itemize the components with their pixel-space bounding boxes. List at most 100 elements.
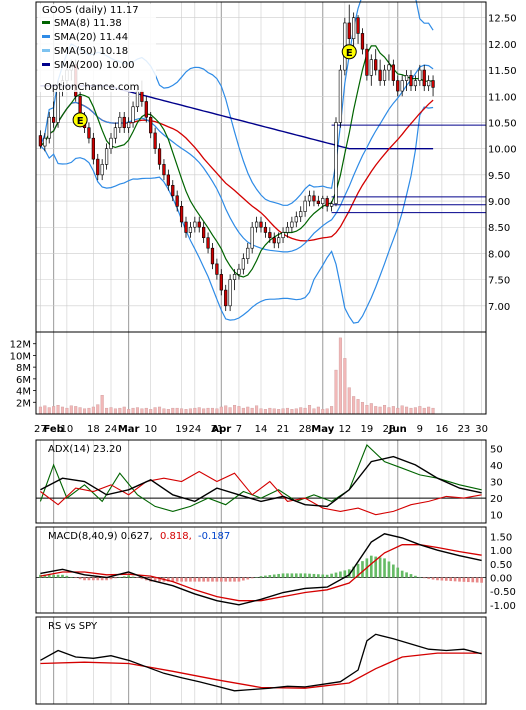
volume-bar bbox=[334, 369, 338, 415]
candle-body bbox=[47, 116, 51, 139]
candle-body bbox=[427, 80, 431, 87]
candle-body bbox=[246, 247, 250, 259]
rs-panel-frame bbox=[35, 616, 487, 705]
volume-bar bbox=[153, 407, 157, 415]
macd-histogram-bar bbox=[462, 577, 466, 582]
macd-histogram-bar bbox=[268, 575, 272, 578]
candle-body bbox=[206, 237, 210, 249]
x-axis-tick-label: 9 bbox=[417, 424, 423, 435]
volume-axis-tick-label: 12M bbox=[10, 340, 31, 351]
candle-body bbox=[294, 216, 298, 223]
macd-histogram-bar bbox=[431, 577, 435, 580]
adx-axis-tick-label: 30 bbox=[490, 478, 503, 489]
macd-histogram-bar bbox=[396, 567, 400, 578]
macd-axis-tick-label: -1.00 bbox=[490, 601, 516, 612]
macd-panel-frame bbox=[35, 526, 487, 614]
x-axis-tick-label: 16 bbox=[436, 424, 449, 435]
candle-body bbox=[431, 80, 435, 88]
candle-body bbox=[409, 75, 413, 87]
volume-bar bbox=[360, 402, 364, 415]
candle-body bbox=[109, 137, 113, 149]
volume-axis-tick-label: 4M bbox=[16, 387, 31, 398]
macd-histogram-bar bbox=[317, 574, 320, 578]
candle-body bbox=[91, 137, 95, 160]
price-axis-tick-label: 12.00 bbox=[488, 40, 517, 51]
macd-histogram-bar bbox=[206, 577, 210, 582]
macd-histogram-bar bbox=[286, 573, 289, 578]
macd-histogram-bar bbox=[52, 574, 55, 578]
rs-ma-line bbox=[40, 652, 482, 689]
volume-bar bbox=[259, 408, 263, 415]
volume-bar bbox=[228, 407, 232, 415]
macd-histogram-bar bbox=[246, 577, 250, 580]
candle-body bbox=[241, 258, 245, 270]
macd-histogram-bar bbox=[228, 577, 232, 582]
macd-histogram-bar bbox=[475, 577, 479, 583]
macd-histogram-bar bbox=[118, 577, 122, 578]
x-axis-tick-label: 14 bbox=[255, 424, 268, 435]
candle-body bbox=[285, 226, 290, 233]
candle-body bbox=[387, 64, 391, 71]
x-axis-tick-label: Jun bbox=[388, 424, 407, 435]
macd-axis-tick-label: -0.50 bbox=[490, 587, 516, 598]
candle-body bbox=[413, 80, 418, 87]
price-axis-tick-label: 7.50 bbox=[488, 276, 510, 287]
x-axis-tick-label: 28 bbox=[383, 424, 396, 435]
volume-bar bbox=[122, 406, 126, 415]
candle-body bbox=[224, 289, 228, 307]
macd-axis-tick-label: 1.50 bbox=[490, 533, 512, 544]
x-axis-tick-label: 28 bbox=[299, 424, 312, 435]
macd-histogram-bar bbox=[114, 577, 117, 579]
volume-bar bbox=[299, 407, 303, 415]
candle-body bbox=[259, 221, 263, 228]
price-axis-tick-label: 8.00 bbox=[488, 249, 510, 260]
earnings-badge bbox=[72, 112, 88, 128]
macd-histogram-bar bbox=[294, 573, 298, 578]
volume-bar bbox=[43, 405, 47, 415]
bollinger-lower-line bbox=[39, 106, 434, 324]
volume-bar bbox=[255, 405, 259, 415]
macd-histogram-bar bbox=[422, 577, 426, 579]
adx-axis-tick-label: 10 bbox=[490, 511, 503, 522]
macd-histogram-bar bbox=[65, 575, 69, 578]
volume-bar bbox=[78, 407, 82, 415]
volume-bar bbox=[246, 406, 250, 415]
volume-bar bbox=[387, 407, 391, 415]
volume-bar bbox=[250, 407, 254, 415]
price-axis-tick-label: 9.00 bbox=[488, 197, 510, 208]
candle-body bbox=[263, 226, 268, 233]
macd-label: MACD(8,40,9) 0.627, bbox=[48, 531, 153, 542]
candle-body bbox=[184, 221, 188, 233]
macd-histogram-bar bbox=[444, 577, 448, 581]
candle-body bbox=[254, 221, 259, 228]
volume-bar bbox=[140, 408, 144, 415]
x-axis-tick-label: 10 bbox=[61, 424, 74, 435]
x-axis-tick-label: 19 bbox=[175, 424, 188, 435]
volume-bar bbox=[135, 407, 139, 415]
candle-body bbox=[193, 221, 197, 228]
volume-bar bbox=[180, 408, 184, 415]
volume-bar bbox=[391, 406, 395, 415]
macd-histogram-bar bbox=[96, 577, 100, 581]
macd-histogram-bar bbox=[272, 574, 276, 578]
volume-bar bbox=[263, 409, 267, 415]
macd-histogram-bar bbox=[343, 570, 347, 578]
sma20-line bbox=[40, 64, 434, 253]
candle-body bbox=[307, 195, 312, 202]
volume-bar bbox=[316, 406, 320, 415]
candle-body bbox=[418, 69, 422, 81]
volume-bar bbox=[347, 387, 351, 415]
candle-body bbox=[360, 33, 365, 50]
macd-axis-tick-label: 0.00 bbox=[490, 574, 512, 585]
legend-entry: SMA(8) 11.38 bbox=[54, 18, 122, 29]
volume-bar bbox=[383, 405, 387, 415]
price-axis-tick-label: 12.50 bbox=[488, 14, 517, 25]
volume-panel-frame bbox=[35, 331, 487, 415]
x-axis-tick-label: May bbox=[311, 424, 334, 435]
candle-body bbox=[219, 274, 223, 291]
macd-histogram-bar bbox=[387, 561, 391, 578]
macd-histogram-bar bbox=[211, 577, 214, 582]
macd-axis-tick-label: 0.50 bbox=[490, 560, 512, 571]
candle-body bbox=[43, 137, 47, 147]
